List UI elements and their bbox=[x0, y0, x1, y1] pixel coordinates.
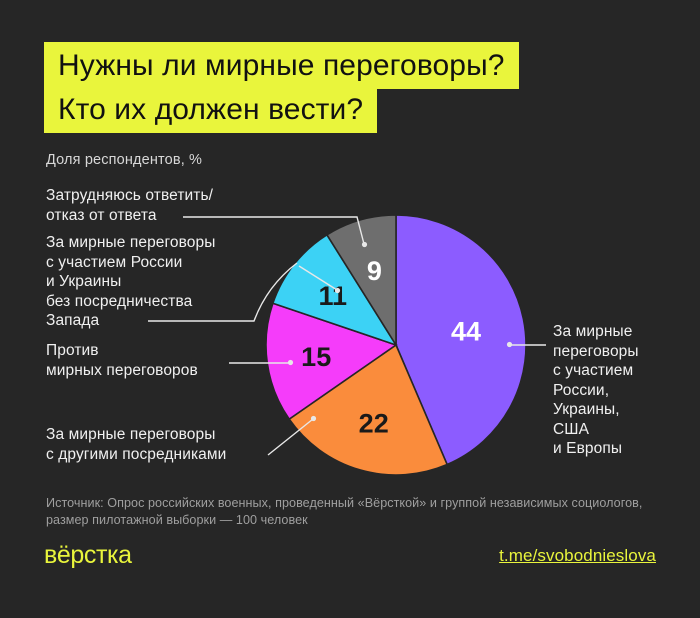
page-title-line-1: Нужны ли мирные переговоры? bbox=[44, 42, 519, 89]
pie-slice[interactable] bbox=[325, 214, 397, 348]
pie-slice[interactable] bbox=[288, 343, 449, 476]
leader-dot-against bbox=[287, 359, 294, 366]
verstka-logo: вёрстка bbox=[44, 541, 132, 569]
leader-dot-no-west bbox=[334, 287, 341, 294]
callout-label-refuse: Затрудняюсь ответить/ отказ от ответа bbox=[46, 187, 214, 224]
page-title-line-2: Кто их должен вести? bbox=[44, 89, 378, 133]
callout-label-other-mediators: За мирные переговоры с другими посредник… bbox=[46, 426, 227, 463]
callout-label-against: Против мирных переговоров bbox=[46, 342, 198, 379]
pie-slice-value: 9 bbox=[367, 256, 382, 286]
leader-dot-other-mediators bbox=[310, 415, 317, 422]
callout-label-no-west: За мирные переговоры с участием России и… bbox=[46, 234, 216, 329]
pie-slice[interactable] bbox=[395, 214, 527, 466]
pie-slice-value: 22 bbox=[359, 409, 389, 439]
source-note: Источник: Опрос российских военных, пров… bbox=[46, 496, 643, 527]
pie-value-labels: 44 22 15 11 9 bbox=[301, 256, 481, 439]
pie-slice-value: 44 bbox=[451, 317, 481, 347]
leader-line-other-mediators bbox=[267, 418, 314, 456]
leader-line-no-west bbox=[298, 265, 338, 291]
pie-slice[interactable] bbox=[265, 302, 398, 421]
pie-slice[interactable] bbox=[271, 233, 398, 347]
page-title: Нужны ли мирные переговоры? Кто их долже… bbox=[44, 42, 644, 133]
callout-label-with-all: За мирные переговоры с участием России, … bbox=[553, 323, 639, 457]
leader-dot-refuse bbox=[361, 241, 368, 248]
leader-dot-with-all bbox=[506, 341, 513, 348]
pie-slice-value: 11 bbox=[319, 281, 348, 311]
pie-slices bbox=[265, 214, 527, 476]
pie-slice-value: 15 bbox=[301, 342, 331, 372]
chart-subtitle: Доля респондентов, % bbox=[46, 152, 203, 168]
telegram-link[interactable]: t.me/svobodnieslova bbox=[499, 546, 656, 565]
